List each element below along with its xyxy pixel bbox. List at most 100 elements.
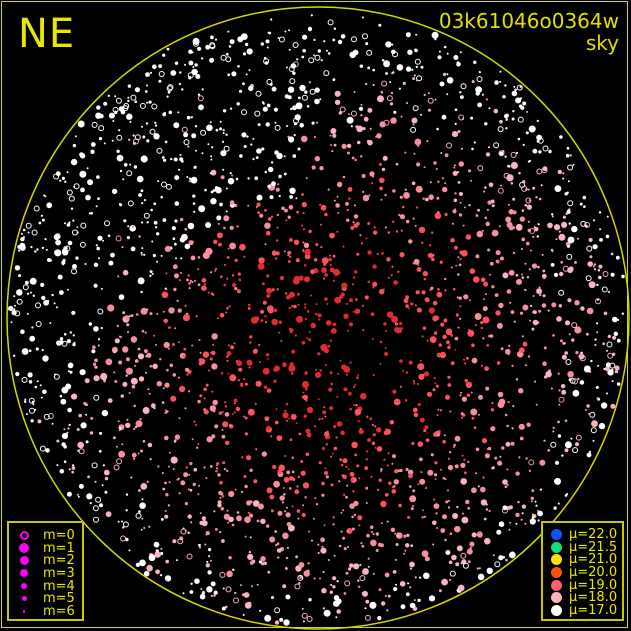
star xyxy=(236,102,240,106)
star xyxy=(226,570,233,578)
star xyxy=(433,376,436,380)
star xyxy=(219,120,222,123)
star xyxy=(497,460,503,466)
star xyxy=(305,496,308,499)
magnitude-legend-item: m=0 xyxy=(17,529,82,542)
star xyxy=(383,458,386,461)
star xyxy=(184,227,188,231)
star xyxy=(428,307,435,314)
star xyxy=(444,153,449,158)
mu-legend: μ=22.0 μ=21.5 μ=21.0 μ=20.0 μ=19.0 μ=18.0 μ=17… xyxy=(541,521,624,621)
star xyxy=(248,513,254,518)
star xyxy=(502,479,508,485)
star xyxy=(301,513,306,517)
star xyxy=(324,297,328,301)
star xyxy=(236,515,242,522)
star xyxy=(483,281,489,287)
star xyxy=(191,344,194,347)
star xyxy=(171,343,175,346)
star xyxy=(596,322,599,325)
star xyxy=(364,295,369,300)
star xyxy=(172,539,177,544)
star xyxy=(471,532,477,538)
star xyxy=(391,49,396,55)
star xyxy=(302,482,310,489)
star-field xyxy=(8,14,625,626)
star xyxy=(336,421,343,427)
star xyxy=(403,298,409,304)
star xyxy=(188,281,192,285)
star xyxy=(541,167,548,174)
star xyxy=(557,434,562,438)
star xyxy=(203,387,207,392)
star xyxy=(515,471,520,476)
star xyxy=(607,290,611,294)
star xyxy=(399,252,405,258)
star xyxy=(153,202,157,206)
star xyxy=(408,307,410,310)
star xyxy=(130,336,138,343)
star xyxy=(34,408,37,411)
star xyxy=(493,142,500,149)
star xyxy=(215,128,219,132)
star xyxy=(72,464,75,467)
star xyxy=(360,114,363,117)
star xyxy=(536,168,543,175)
star xyxy=(246,135,249,138)
star xyxy=(557,420,560,424)
star xyxy=(480,326,483,330)
star xyxy=(363,116,369,122)
star xyxy=(164,481,167,485)
star xyxy=(459,192,463,196)
star xyxy=(353,214,359,219)
star xyxy=(256,583,259,586)
star xyxy=(426,339,429,342)
star xyxy=(158,64,163,68)
star xyxy=(122,269,129,276)
star xyxy=(417,363,425,371)
star xyxy=(295,197,298,200)
star xyxy=(345,571,349,575)
star xyxy=(329,339,332,342)
star xyxy=(558,289,565,296)
star xyxy=(465,499,470,505)
star xyxy=(276,435,283,441)
star xyxy=(324,212,328,217)
star xyxy=(391,462,394,465)
star xyxy=(317,352,321,356)
star xyxy=(357,420,360,423)
star xyxy=(566,191,569,194)
star xyxy=(366,533,370,538)
star xyxy=(564,351,568,355)
star xyxy=(256,519,260,523)
star xyxy=(56,464,59,467)
star xyxy=(135,420,143,428)
star xyxy=(505,348,511,355)
star xyxy=(530,496,534,500)
star xyxy=(71,268,77,275)
star xyxy=(177,308,182,313)
star xyxy=(194,279,197,282)
star xyxy=(541,273,547,279)
star xyxy=(491,229,499,237)
star xyxy=(460,462,466,468)
star xyxy=(537,223,540,226)
star xyxy=(68,468,71,471)
star xyxy=(56,439,60,443)
star xyxy=(452,170,458,176)
star xyxy=(484,186,487,189)
star xyxy=(482,316,490,324)
star xyxy=(350,476,357,483)
star xyxy=(42,389,47,395)
star xyxy=(505,441,511,447)
star xyxy=(621,274,625,279)
star xyxy=(276,288,279,291)
star xyxy=(529,304,533,308)
star xyxy=(311,121,315,125)
star xyxy=(352,404,355,406)
star xyxy=(460,391,463,394)
star xyxy=(449,532,453,535)
star xyxy=(213,510,216,513)
star xyxy=(169,363,174,368)
star xyxy=(427,92,430,95)
